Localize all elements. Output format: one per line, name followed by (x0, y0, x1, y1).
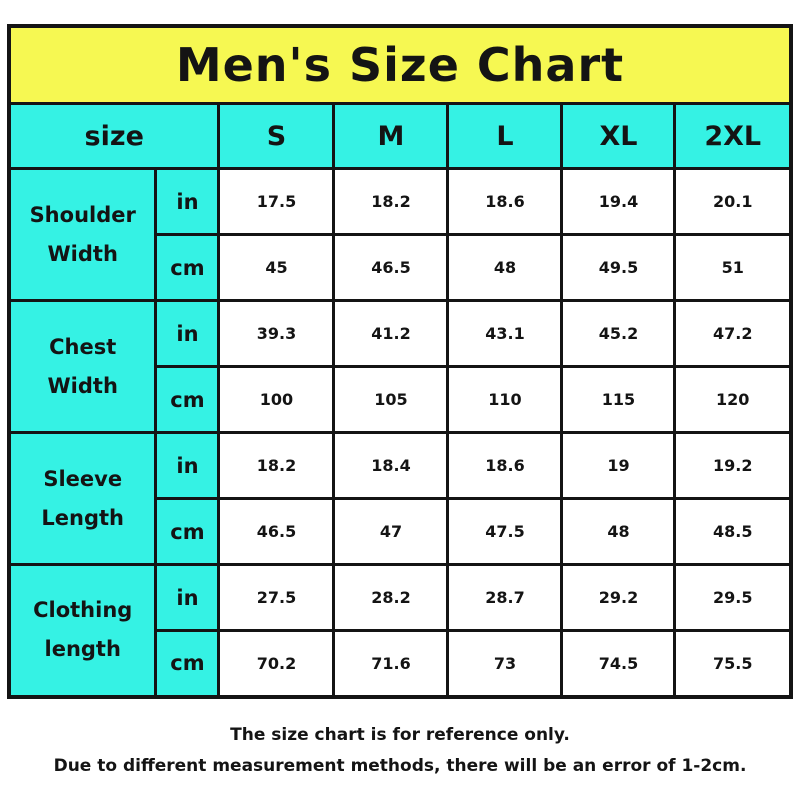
value-cell: 27.5 (217, 563, 336, 632)
value-cell: 17.5 (217, 167, 336, 236)
chart-title: Men's Size Chart (7, 24, 793, 105)
value-cell: 47 (332, 497, 450, 566)
measurement-name-clothing-length: Clothing length (7, 563, 158, 698)
value-cell: 49.5 (560, 233, 677, 302)
value-cell: 20.1 (673, 167, 793, 236)
value-cell: 74.5 (560, 629, 677, 698)
value-cell: 47.2 (673, 299, 793, 368)
value-cell: 18.4 (332, 431, 450, 500)
table-row: Sleeve Length in 18.2 18.4 18.6 19 19.2 (7, 431, 793, 566)
value-cell: 41.2 (332, 299, 450, 368)
value-cell: 29.5 (673, 563, 793, 632)
value-cell: 18.2 (217, 431, 336, 500)
table-row: cm 70.2 71.6 73 74.5 75.5 (9, 629, 793, 698)
size-col-m: M (332, 102, 450, 170)
table-row: cm 46.5 47 47.5 48 48.5 (9, 497, 793, 566)
value-cell: 46.5 (217, 497, 336, 566)
table-row: Chest Width in 39.3 41.2 43.1 45.2 47.2 (7, 299, 793, 434)
value-cell: 48.5 (673, 497, 793, 566)
table-row: cm 100 105 110 115 120 (9, 365, 793, 434)
unit-label: cm (154, 233, 221, 302)
footer-note: The size chart is for reference only. Du… (0, 725, 800, 776)
size-column-header: size (7, 102, 221, 170)
value-cell: 48 (560, 497, 677, 566)
value-cell: 39.3 (217, 299, 336, 368)
unit-label: cm (154, 497, 221, 566)
measurement-name-sleeve-length: Sleeve Length (7, 431, 158, 566)
value-cell: 47.5 (446, 497, 564, 566)
value-cell: 75.5 (673, 629, 793, 698)
value-cell: 45 (217, 233, 336, 302)
unit-label: in (154, 299, 221, 368)
value-cell: 28.2 (332, 563, 450, 632)
title-row: Men's Size Chart (7, 24, 793, 105)
size-chart-table: Men's Size Chart size S M L XL 2XL Shoul… (6, 24, 794, 699)
size-col-2xl: 2XL (673, 102, 793, 170)
value-cell: 115 (560, 365, 677, 434)
size-header-row: size S M L XL 2XL (7, 102, 793, 170)
value-cell: 18.6 (446, 431, 564, 500)
measurement-name-shoulder-width: Shoulder Width (7, 167, 158, 302)
value-cell: 18.2 (332, 167, 450, 236)
size-col-l: L (446, 102, 564, 170)
table-row: Shoulder Width in 17.5 18.2 18.6 19.4 20… (7, 167, 793, 302)
measurement-name-chest-width: Chest Width (7, 299, 158, 434)
value-cell: 43.1 (446, 299, 564, 368)
unit-label: in (154, 167, 221, 236)
value-cell: 19.4 (560, 167, 677, 236)
table-row: cm 45 46.5 48 49.5 51 (9, 233, 793, 302)
value-cell: 48 (446, 233, 564, 302)
value-cell: 45.2 (560, 299, 677, 368)
value-cell: 51 (673, 233, 793, 302)
value-cell: 70.2 (217, 629, 336, 698)
value-cell: 19 (560, 431, 677, 500)
value-cell: 28.7 (446, 563, 564, 632)
value-cell: 18.6 (446, 167, 564, 236)
value-cell: 110 (446, 365, 564, 434)
value-cell: 46.5 (332, 233, 450, 302)
value-cell: 29.2 (560, 563, 677, 632)
unit-label: in (154, 431, 221, 500)
unit-label: cm (154, 365, 221, 434)
unit-label: cm (154, 629, 221, 698)
value-cell: 120 (673, 365, 793, 434)
footer-line-1: The size chart is for reference only. (230, 724, 570, 745)
footer-line-2: Due to different measurement methods, th… (53, 755, 747, 776)
value-cell: 19.2 (673, 431, 793, 500)
value-cell: 71.6 (332, 629, 450, 698)
unit-label: in (154, 563, 221, 632)
value-cell: 105 (332, 365, 450, 434)
size-col-xl: XL (560, 102, 677, 170)
table-row: Clothing length in 27.5 28.2 28.7 29.2 2… (7, 563, 793, 698)
value-cell: 73 (446, 629, 564, 698)
size-col-s: S (217, 102, 336, 170)
value-cell: 100 (217, 365, 336, 434)
